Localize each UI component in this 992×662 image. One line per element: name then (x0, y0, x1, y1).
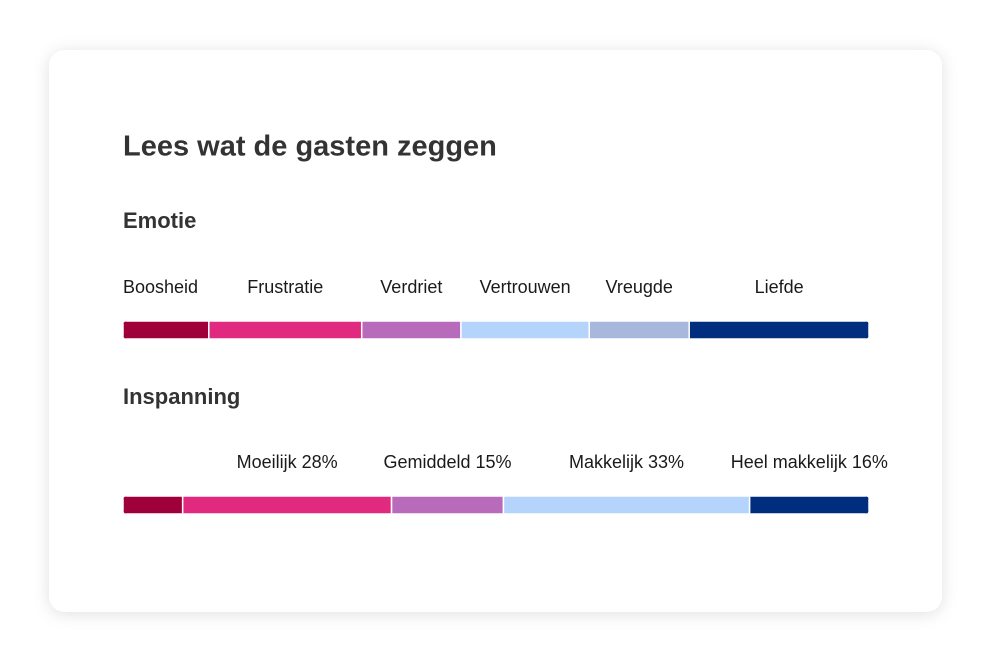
stacked-bar (123, 496, 869, 514)
bar-segment (123, 321, 210, 339)
bar-segment (181, 496, 393, 514)
segment-label: Makkelijk 33% (569, 452, 684, 472)
stacked-bar (123, 321, 869, 339)
segment-label: Verdriet (380, 277, 442, 297)
bar-segment (208, 321, 363, 339)
segment-label: Frustratie (247, 277, 323, 297)
card-title: Lees wat de gasten zeggen (123, 131, 497, 163)
bar-segment (748, 496, 869, 514)
bar-segment (123, 496, 184, 514)
segment-label: Liefde (755, 277, 804, 297)
section-title: Inspanning (123, 384, 240, 409)
bar-segment (502, 496, 751, 514)
section-title: Emotie (123, 208, 196, 233)
segment-label: Heel makkelijk 16% (731, 452, 888, 472)
bar-segment (390, 496, 505, 514)
segment-label: Gemiddeld 15% (383, 452, 511, 472)
segment-label: Boosheid (123, 277, 198, 297)
segment-label: Moeilijk 28% (237, 452, 338, 472)
segment-label: Vreugde (606, 277, 673, 297)
bar-segment (688, 321, 869, 339)
bar-segment (360, 321, 462, 339)
bar-segment (460, 321, 590, 339)
segment-label: Vertrouwen (480, 277, 571, 297)
bar-segment (588, 321, 690, 339)
